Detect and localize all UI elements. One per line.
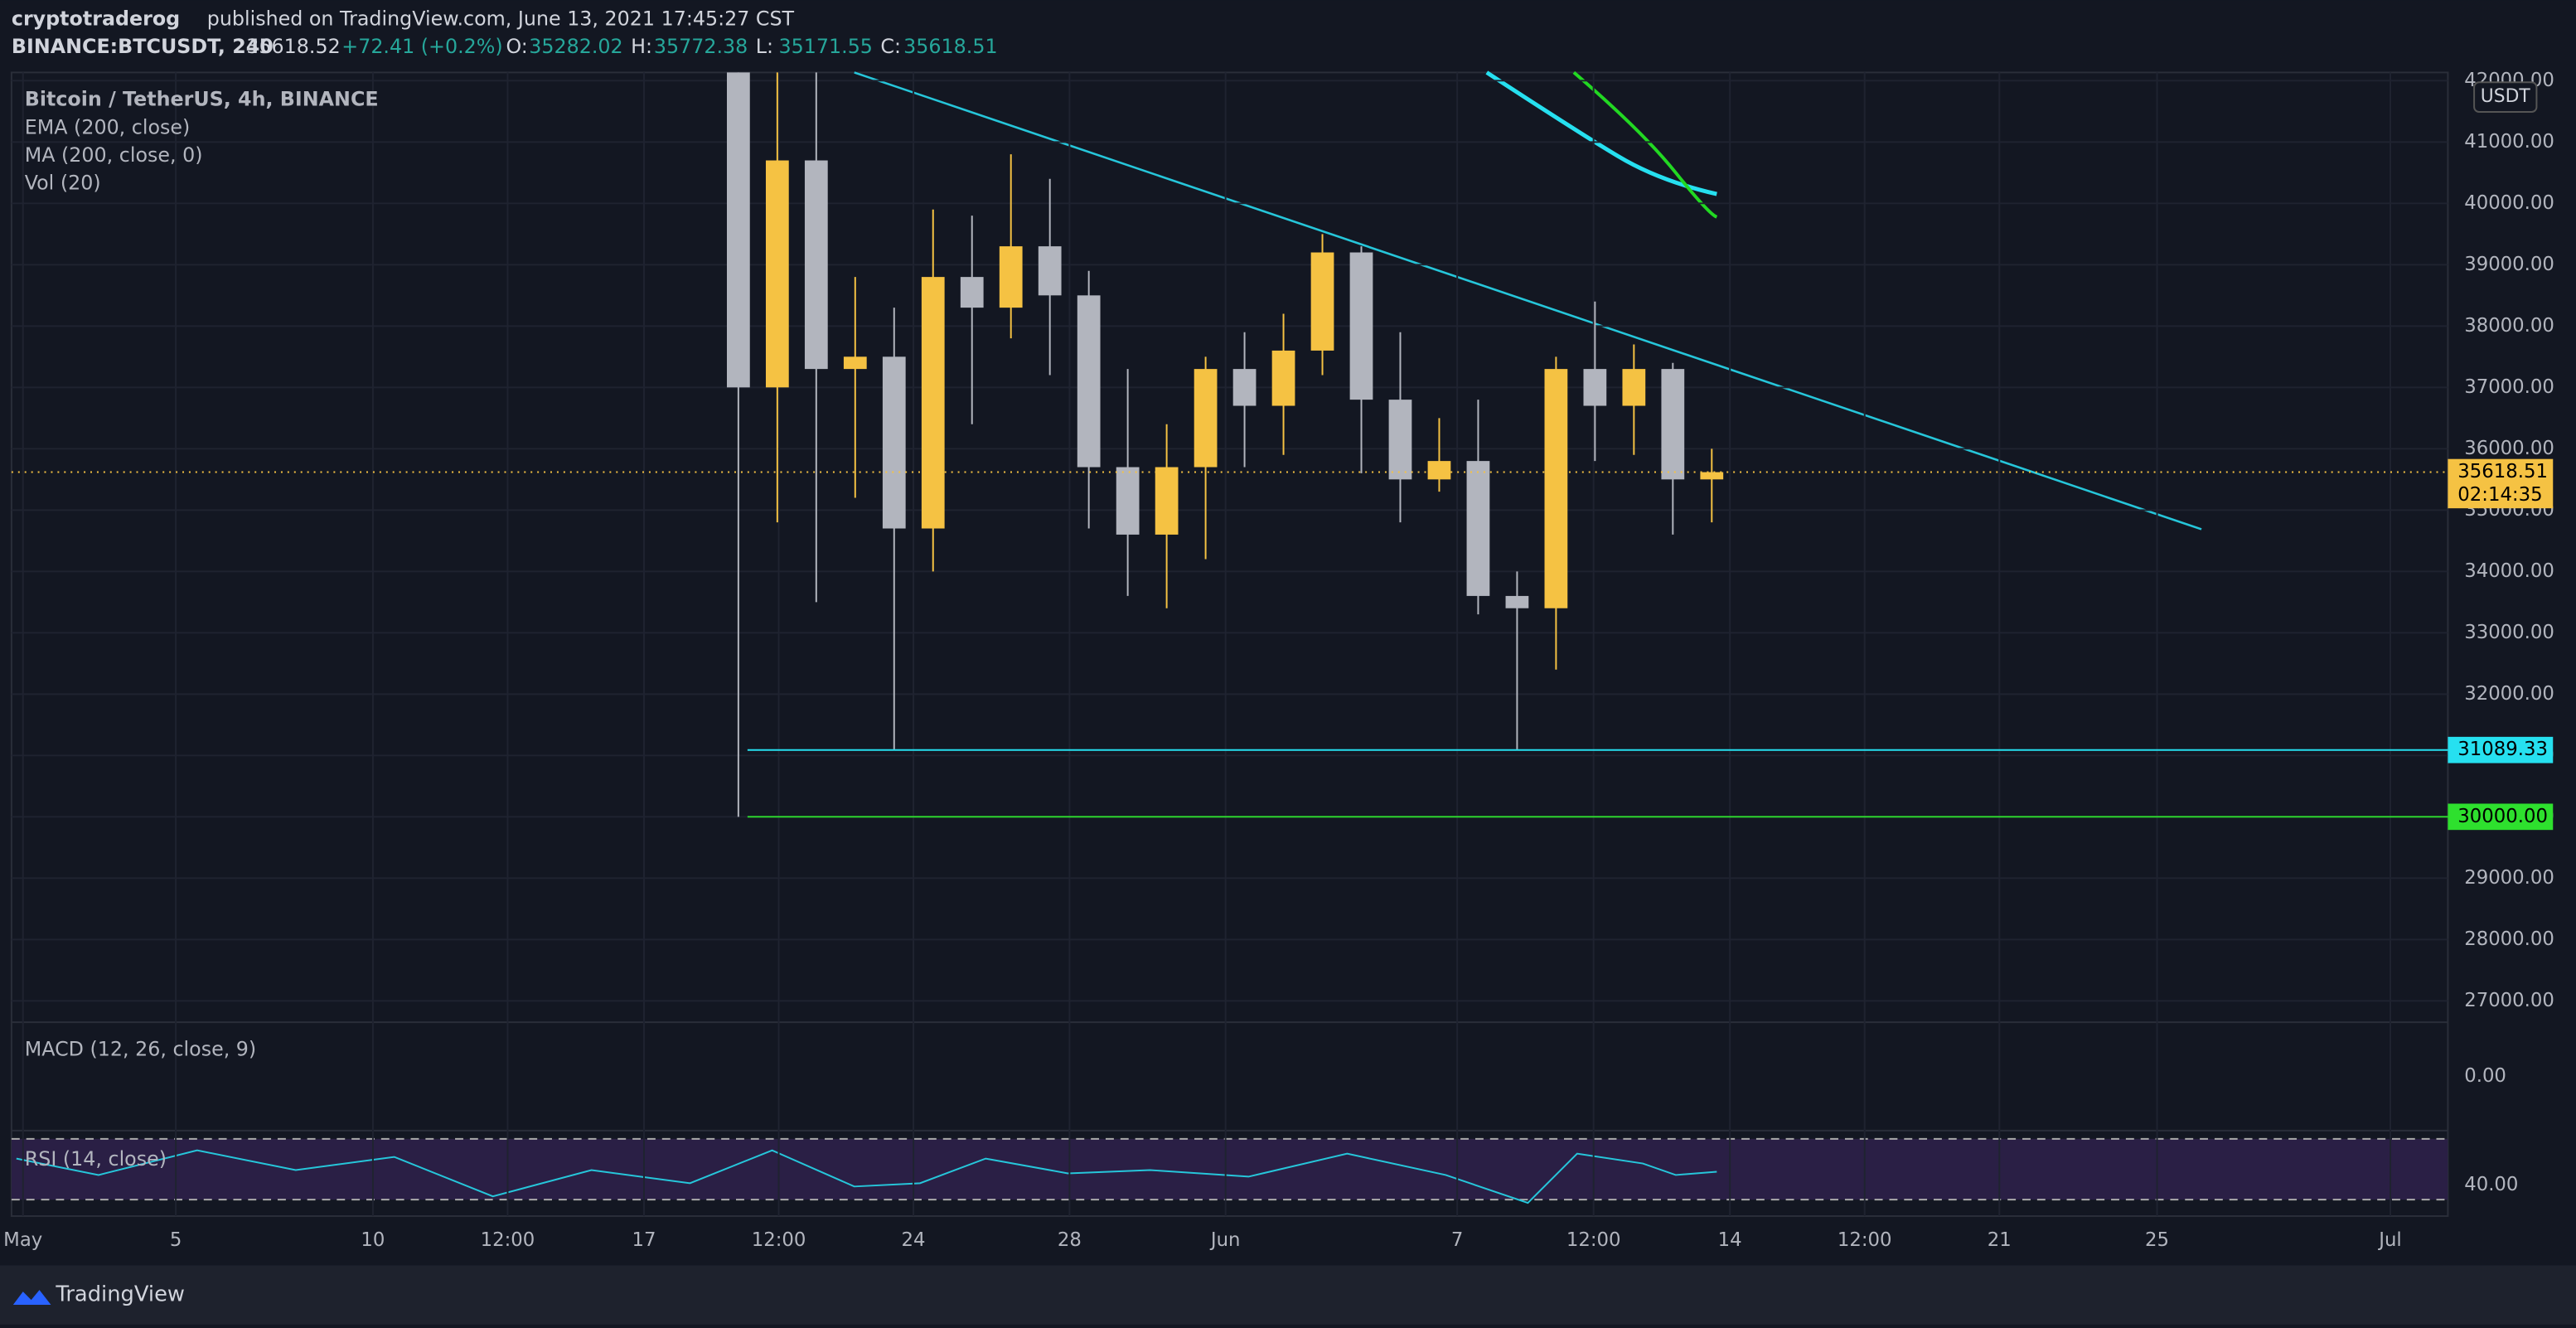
- candle-body: [1583, 369, 1607, 406]
- legend-symbol: Bitcoin / TetherUS, 4h, BINANCE: [25, 88, 379, 111]
- x-tick-label: 7: [1451, 1229, 1464, 1251]
- candle-body: [882, 356, 906, 529]
- y-tick-label: 29000.00: [2464, 867, 2554, 889]
- candle-body: [960, 277, 984, 308]
- x-tick-label: 12:00: [481, 1229, 535, 1251]
- y-tick-label: 28000.00: [2464, 928, 2554, 950]
- candle-body: [1544, 369, 1568, 608]
- ohlc-value: 35282.02: [529, 35, 622, 58]
- x-tick-label: 25: [2145, 1229, 2169, 1251]
- candle-body: [1077, 295, 1101, 468]
- candle-body: [1661, 369, 1685, 480]
- chart-frame: [10, 71, 2449, 1217]
- rsi-line: [16, 1149, 1717, 1204]
- x-tick-label: 12:00: [1566, 1229, 1621, 1251]
- ema-line: [1485, 70, 1717, 196]
- candle-body: [921, 277, 945, 529]
- x-tick-label: 24: [902, 1229, 926, 1251]
- price-label-box: [2448, 458, 2554, 509]
- candle-body: [1466, 461, 1490, 596]
- ohlc-key: H:: [631, 35, 652, 58]
- y-tick-label: 40000.00: [2464, 192, 2554, 214]
- y-tick-label: 27000.00: [2464, 990, 2554, 1011]
- y-tick-label: 38000.00: [2464, 315, 2554, 337]
- x-tick-label: Jul: [2377, 1229, 2402, 1251]
- price-label: 30000.00: [2457, 806, 2548, 827]
- countdown: 02:14:35: [2457, 484, 2542, 506]
- candle-body: [843, 356, 867, 370]
- candle-body: [999, 246, 1023, 308]
- candle-body: [1349, 252, 1373, 400]
- candle-body: [1310, 252, 1334, 351]
- last-price: 35618.52: [246, 35, 340, 58]
- macd-label: MACD (12, 26, close, 9): [25, 1037, 256, 1060]
- ohlc-key: C:: [880, 35, 901, 58]
- candle-body: [1427, 461, 1451, 480]
- candle-body: [1155, 467, 1179, 535]
- candle-body: [1622, 369, 1646, 406]
- footer: TradingView: [55, 1282, 185, 1307]
- candle-body: [1388, 400, 1412, 480]
- y-tick-label: 37000.00: [2464, 376, 2554, 398]
- x-tick-label: 14: [1718, 1229, 1742, 1251]
- candle-body: [1505, 595, 1529, 608]
- author: cryptotraderog: [12, 7, 180, 30]
- price-label-box: [2448, 736, 2554, 763]
- candle-body: [1194, 369, 1218, 468]
- ohlc-value: 35772.38: [654, 35, 748, 58]
- currency: USDT: [2481, 86, 2531, 107]
- rsi-band: [11, 1138, 2448, 1200]
- ohlc-key: O:: [506, 35, 528, 58]
- candle-body: [1271, 350, 1295, 406]
- candle-body: [726, 72, 750, 388]
- macd-tick: 0.00: [2464, 1065, 2506, 1087]
- symbol: BINANCE:BTCUSDT, 240: [12, 35, 274, 58]
- candle-body: [1116, 467, 1140, 535]
- x-tick-label: May: [3, 1229, 42, 1251]
- legend-item: MA (200, close, 0): [25, 143, 203, 167]
- x-tick-label: 21: [1988, 1229, 2012, 1251]
- x-tick-label: 10: [361, 1229, 385, 1251]
- footer-bar: [0, 1265, 2576, 1325]
- candle-body: [1232, 369, 1257, 406]
- change: +72.41 (+0.2%): [341, 35, 502, 58]
- candle-body: [765, 160, 789, 388]
- y-tick-label: 39000.00: [2464, 254, 2554, 275]
- y-tick-label: 32000.00: [2464, 683, 2554, 705]
- x-tick-label: 5: [170, 1229, 182, 1251]
- currency-box[interactable]: [2473, 81, 2538, 113]
- x-tick-label: 12:00: [752, 1229, 806, 1251]
- rsi-label: RSI (14, close): [25, 1147, 167, 1170]
- candle-body: [804, 160, 828, 370]
- y-tick-label: 33000.00: [2464, 622, 2554, 643]
- rsi-tick: 40.00: [2464, 1174, 2518, 1195]
- trend-line: [854, 71, 2202, 531]
- candle-body: [1700, 472, 1724, 480]
- y-tick-label: 41000.00: [2464, 131, 2554, 153]
- candle-body: [1038, 246, 1062, 296]
- ohlc-key: L:: [756, 35, 773, 58]
- x-tick-label: 17: [632, 1229, 656, 1251]
- x-tick-label: 28: [1058, 1229, 1082, 1251]
- price-label: 35618.51: [2457, 461, 2548, 482]
- ohlc-value: 35618.51: [903, 35, 997, 58]
- price-label-box: [2448, 803, 2554, 831]
- y-tick-label: 36000.00: [2464, 438, 2554, 459]
- y-tick-label: 34000.00: [2464, 560, 2554, 582]
- x-tick-label: Jun: [1209, 1229, 1241, 1251]
- legend-item: EMA (200, close): [25, 115, 191, 138]
- ohlc-value: 35171.55: [779, 35, 873, 58]
- x-tick-label: 12:00: [1838, 1229, 1892, 1251]
- price-label: 31089.33: [2457, 739, 2548, 760]
- published: published on TradingView.com, June 13, 2…: [207, 7, 795, 30]
- legend-item: Vol (20): [25, 172, 101, 195]
- logo: [12, 1290, 51, 1306]
- ma-line: [1572, 70, 1718, 219]
